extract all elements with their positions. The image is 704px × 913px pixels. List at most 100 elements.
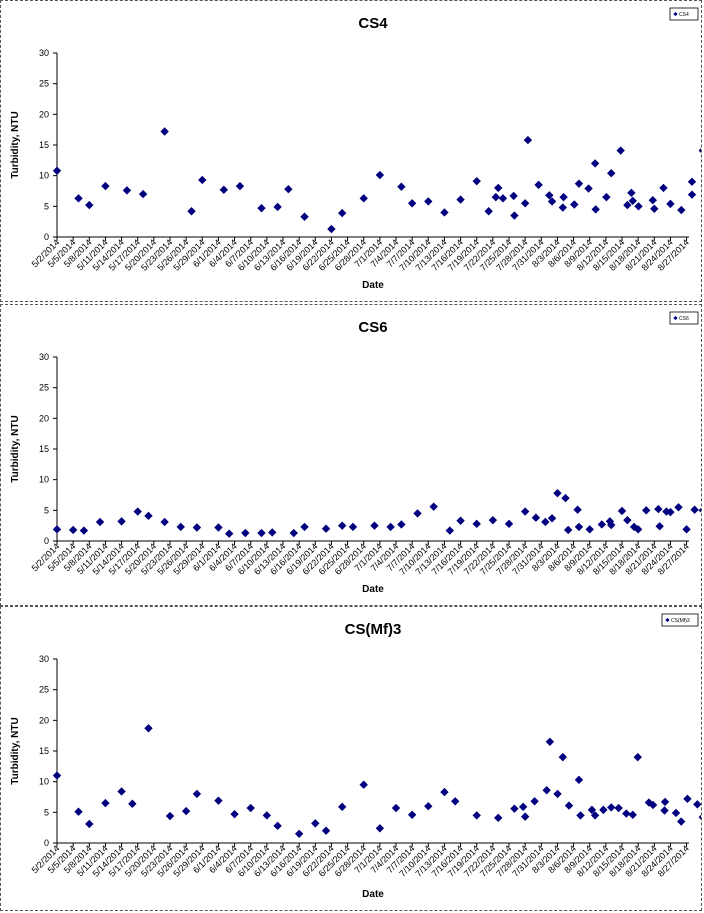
data-point — [650, 204, 659, 213]
data-point — [117, 517, 126, 526]
data-point — [450, 797, 460, 806]
data-point — [79, 526, 89, 535]
data-point — [289, 528, 298, 538]
data-point — [553, 789, 562, 799]
y-tick-label: 20 — [39, 413, 49, 423]
data-point — [633, 752, 642, 762]
data-point — [642, 506, 651, 515]
y-tick-label: 10 — [39, 475, 49, 485]
data-point — [144, 511, 153, 521]
data-point — [564, 801, 574, 810]
data-point — [597, 520, 607, 529]
data-point — [504, 519, 514, 529]
y-tick-label: 25 — [39, 383, 49, 393]
y-tick-label: 20 — [39, 109, 49, 119]
data-point — [273, 202, 282, 212]
data-point — [294, 829, 304, 838]
data-point — [547, 514, 557, 523]
y-tick-label: 10 — [39, 777, 49, 787]
data-point — [133, 507, 142, 516]
data-point — [627, 188, 636, 198]
data-point — [584, 184, 593, 193]
data-point — [687, 190, 697, 199]
data-point — [634, 202, 643, 211]
data-point — [510, 211, 519, 220]
data-point — [498, 194, 508, 203]
data-point — [488, 515, 498, 525]
data-point — [424, 197, 433, 206]
data-point — [268, 528, 277, 537]
data-point — [698, 814, 701, 820]
data-point — [284, 184, 293, 194]
data-point — [74, 807, 83, 816]
data-point — [574, 522, 584, 532]
data-point — [509, 191, 518, 201]
data-point — [348, 522, 358, 532]
data-point — [138, 189, 148, 199]
data-point — [561, 493, 570, 503]
data-point — [95, 517, 105, 527]
data-point — [397, 182, 406, 191]
data-point — [424, 802, 433, 811]
data-point — [472, 519, 481, 529]
data-point — [359, 194, 368, 203]
chart-panel: CS6 CS6 0 5 10 15 20 25 30 5/2/2014 5/5/2014 5/8/20… — [0, 304, 702, 606]
data-point — [407, 810, 417, 819]
data-point — [629, 522, 639, 532]
y-tick-label: 20 — [39, 715, 49, 725]
y-tick-label: 0 — [44, 536, 49, 546]
legend-box — [669, 311, 699, 325]
x-axis-label: Date — [362, 584, 384, 595]
data-point — [224, 529, 234, 538]
data-point — [531, 513, 541, 522]
data-point — [52, 525, 62, 534]
data-point — [122, 186, 132, 195]
data-point — [472, 811, 481, 820]
y-tick-label: 25 — [39, 79, 49, 89]
data-point — [52, 771, 62, 780]
data-point — [628, 810, 637, 819]
data-point — [214, 796, 223, 805]
data-point — [590, 159, 600, 168]
y-tick-label: 30 — [39, 48, 49, 58]
data-point — [181, 806, 191, 816]
data-point — [472, 176, 481, 186]
legend-label: CS6 — [679, 316, 689, 322]
data-point — [337, 208, 347, 218]
data-point — [590, 811, 600, 820]
data-point — [311, 819, 320, 828]
y-axis-label: Turbidity, NTU — [10, 717, 21, 784]
data-point — [440, 787, 449, 797]
y-tick-label: 5 — [44, 807, 49, 817]
data-point — [429, 502, 438, 511]
data-point — [607, 520, 616, 530]
data-point — [559, 192, 568, 202]
y-tick-label: 15 — [39, 140, 49, 150]
data-point — [494, 813, 503, 823]
y-tick-label: 0 — [44, 838, 49, 848]
data-point — [607, 169, 616, 178]
data-point — [622, 809, 631, 818]
data-point — [698, 148, 701, 153]
data-point — [654, 504, 663, 514]
data-point — [599, 805, 608, 815]
data-point — [542, 786, 551, 795]
chart-svg: CS(Mf)3 CS(Mf)30510152025305/2/20145/5/20… — [10, 613, 701, 900]
data-point — [235, 181, 245, 191]
data-point — [456, 516, 465, 525]
data-point — [617, 506, 627, 516]
legend-label: CS4 — [679, 12, 689, 18]
data-point — [176, 522, 185, 532]
data-point — [144, 724, 153, 733]
data-point — [397, 520, 406, 529]
data-point — [510, 804, 519, 813]
legend-box — [661, 613, 699, 627]
data-point — [375, 824, 385, 833]
chart-title: CS6 — [358, 319, 387, 336]
data-point — [644, 798, 654, 807]
data-point — [359, 780, 368, 789]
data-point — [666, 199, 675, 209]
data-point — [101, 181, 110, 191]
data-point — [74, 194, 83, 203]
data-point — [534, 180, 543, 190]
